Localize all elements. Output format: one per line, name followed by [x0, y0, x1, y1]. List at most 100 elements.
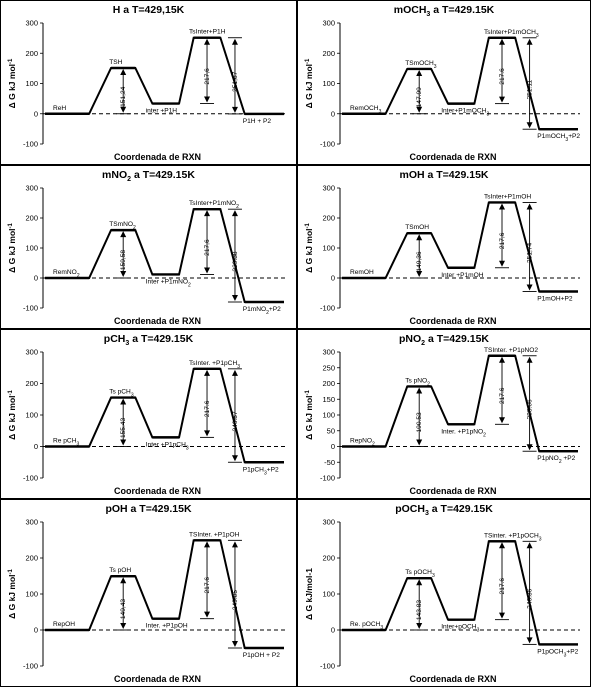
- arrow-head-down: [526, 122, 533, 129]
- arrow-head-down: [231, 295, 238, 301]
- chart-panel: H a T=429,15K 300 200 100 0 -100 Δ G kJ mol-1 C…: [0, 0, 297, 165]
- arrow-head-down: [120, 271, 127, 277]
- chart-title-part: 3: [125, 340, 130, 348]
- arrow-head-down: [231, 641, 238, 647]
- arrow-head-up: [416, 579, 423, 586]
- arrow-head-down: [416, 623, 423, 629]
- state-label: TsInter+P1mOH: [484, 193, 531, 200]
- arrow-head-up: [526, 356, 533, 363]
- y-tick-label: 0: [331, 442, 335, 451]
- y-tick-label: -100: [23, 304, 38, 313]
- chart-title: mOH a T=429.15K: [298, 169, 590, 181]
- barrier-value: 217,6: [499, 232, 506, 249]
- y-tick-label: -100: [23, 474, 38, 483]
- chart-title: pNO2 a T=429.15K: [298, 333, 590, 347]
- barrier-value: 251,87: [232, 71, 239, 92]
- state-label: Re pCH3: [53, 438, 79, 448]
- state-label: TSmNO2: [109, 221, 136, 231]
- arrow-head-up: [120, 68, 127, 75]
- y-tick-label: -50: [324, 458, 335, 467]
- energy-profile-line: [45, 208, 284, 303]
- chart-title-part: 3: [426, 11, 431, 19]
- y-tick-label: 0: [331, 626, 335, 635]
- barrier-value: 217,6: [204, 68, 211, 85]
- arrow-head-down: [120, 106, 127, 113]
- chart-title-part: 2: [127, 176, 132, 184]
- arrow-head-down: [499, 417, 505, 424]
- state-label: RemOCH3: [350, 105, 382, 115]
- y-tick-label: -100: [320, 474, 335, 483]
- arrow-head-up: [416, 234, 423, 241]
- y-tick-label: 300: [322, 184, 335, 193]
- y-tick-label: 200: [322, 554, 335, 563]
- barrier-value: 251.11: [527, 79, 534, 99]
- chart-title-part: pCH: [103, 333, 126, 345]
- y-axis-label: Δ G kJ mol-1: [304, 222, 314, 272]
- state-label: Inter. +P1pOH: [146, 623, 188, 630]
- state-label: P1pOCH3+P2: [537, 648, 578, 658]
- barrier-value: 249.05: [232, 590, 239, 611]
- chart-title-part: pNO: [399, 333, 422, 345]
- chart-plot: 300 200 100 0 -100 Δ G kJ mol-1 Coordenada de …: [304, 19, 580, 163]
- chart-title-part: mOCH: [393, 4, 427, 16]
- state-label: P1pCH3+P2: [243, 466, 279, 476]
- chart-title: mOCH3 a T=429.15K: [298, 4, 590, 18]
- y-tick-label: 0: [34, 626, 38, 635]
- chart-plot: 300 200 100 0 -100 Δ G kJ/mol-1 Coordenada de …: [304, 518, 580, 684]
- chart-plot: 300 200 100 0 -100 Δ G kJ mol-1 Coordenada de …: [7, 184, 286, 326]
- y-tick-label: 100: [322, 590, 335, 599]
- barrier-value: 217.6: [499, 387, 506, 404]
- arrow-head-down: [416, 106, 423, 113]
- arrow-head-up: [204, 369, 211, 376]
- x-axis-label: Coordenada de RXN: [409, 316, 496, 326]
- y-tick-label: 100: [322, 244, 335, 253]
- chart-title-part: a T=429.15K: [430, 4, 495, 16]
- y-tick-label: 50: [327, 426, 335, 435]
- arrow-head-up: [499, 356, 505, 363]
- state-label: TsInter+P1H: [189, 29, 226, 36]
- arrow-head-up: [416, 387, 423, 394]
- chart-title: pOCH3 a T=429.15K: [298, 503, 590, 517]
- chart-panel: pOCH3 a T=429.15K 300 200 100 0 -100 Δ G kJ/mo…: [297, 499, 591, 687]
- arrow-head-up: [231, 541, 238, 548]
- y-tick-label: -100: [320, 304, 335, 313]
- state-label: TSInter. +P1pOH: [189, 531, 240, 538]
- arrow-head-down: [204, 430, 211, 437]
- x-axis-label: Coordenada de RXN: [114, 316, 201, 326]
- chart-plot: 300 250 200 150 100 50 0 -50 -100 Δ G kJ mol-1 Coo…: [304, 347, 580, 496]
- y-tick-label: 150: [322, 395, 335, 404]
- x-axis-label: Coordenada de RXN: [114, 152, 201, 162]
- state-label: Re. pOCH3: [350, 621, 383, 631]
- chart-plot: 300 200 100 0 -100 Δ G kJ mol-1 Coordenada de …: [7, 19, 286, 162]
- arrow-head-up: [231, 369, 238, 376]
- barrier-value: 217.6: [204, 577, 211, 594]
- barrier-value: 149,43: [120, 599, 127, 620]
- chart-panel: pCH3 a T=429.15K 300 200 100 0 -100 Δ G kJ mol…: [0, 329, 297, 499]
- y-tick-label: 200: [25, 49, 38, 58]
- y-axis-label: Δ G kJ mol-1: [7, 568, 17, 618]
- arrow-head-up: [526, 38, 533, 45]
- state-label: P1pNO2 +P2: [537, 455, 575, 465]
- y-tick-label: 0: [331, 109, 335, 118]
- y-tick-label: 0: [34, 109, 38, 118]
- chart-title-part: a T=429.15K: [428, 503, 493, 515]
- state-label: Inter +P1mOH: [441, 272, 484, 279]
- arrow-head-down: [204, 96, 211, 103]
- x-axis-label: Coordenada de RXN: [409, 674, 496, 684]
- arrow-head-down: [204, 267, 211, 274]
- state-label: Inter+P1mOCH3: [441, 108, 489, 118]
- energy-profile-line: [45, 539, 284, 649]
- barrier-value: 246.57: [232, 411, 239, 432]
- chart-title-part: 3: [424, 510, 429, 518]
- y-tick-label: 100: [25, 590, 38, 599]
- y-tick-label: 100: [25, 79, 38, 88]
- y-tick-label: 100: [322, 79, 335, 88]
- arrow-head-up: [231, 210, 238, 217]
- arrow-head-down: [120, 439, 127, 446]
- state-label: TsInter+P1mOCH3: [484, 29, 539, 39]
- x-axis-label: Coordenada de RXN: [114, 674, 201, 684]
- barrier-value: 147.99: [416, 87, 423, 108]
- barrier-value: 251,74: [527, 242, 534, 263]
- chart-title-part: pOCH: [395, 503, 425, 515]
